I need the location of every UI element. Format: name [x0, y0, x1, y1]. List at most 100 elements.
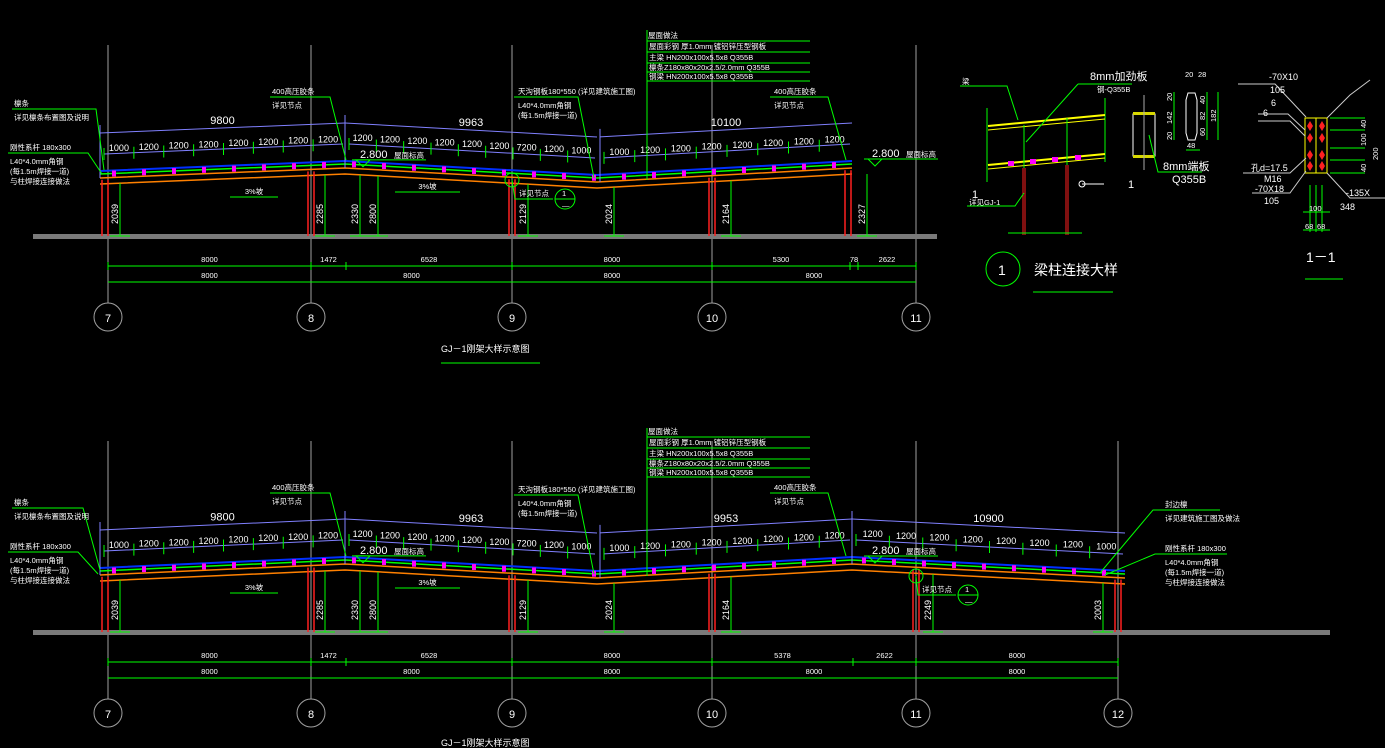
dimension-label: 1472	[320, 651, 337, 660]
span-dimension-label: 10100	[711, 117, 742, 129]
callout-text: 天沟钢板180*550 (详见建筑施工图)	[518, 86, 636, 96]
bolt-icon	[1075, 155, 1081, 160]
purlin-spacing-label: 1200	[407, 136, 427, 146]
plate-dim: 40	[1198, 96, 1207, 104]
callout-text: (每1.5m焊接一道)	[10, 565, 70, 575]
detail-label-beam: 梁	[962, 77, 970, 86]
purlin-icon	[142, 566, 146, 573]
purlin-icon	[922, 560, 926, 567]
grid-axis-label: 10	[706, 313, 718, 325]
grid-axis-label: 7	[105, 313, 111, 325]
callout-text: 与柱焊接连接做法	[10, 575, 70, 585]
callout-text: 与柱焊接连接做法	[1165, 577, 1225, 587]
plate-dim: 28	[1198, 70, 1206, 79]
span-dimension-line	[599, 518, 853, 534]
bolt-dim: 200	[1371, 147, 1380, 160]
purlin-icon	[442, 166, 446, 173]
grid-axis-label: 8	[308, 709, 314, 721]
column-height-label: 2039	[110, 600, 120, 620]
detail-ref-sheet: —	[562, 201, 570, 210]
callout-text: 封边檩	[1165, 499, 1188, 509]
purlin-icon	[1102, 569, 1106, 576]
slope-label: 3%坡	[245, 186, 264, 196]
bolt-icon	[1052, 157, 1058, 162]
purlin-icon	[322, 161, 326, 168]
ground-line	[33, 234, 937, 239]
grid-axis-bubble	[697, 302, 727, 332]
grid-axis-bubble	[296, 698, 326, 728]
span-dimension-line	[99, 518, 346, 531]
purlin-spacing-label: 1000	[609, 543, 629, 553]
grid-axis-label: 8	[308, 313, 314, 325]
dimension-label: 1472	[320, 255, 337, 264]
callout-text: L40*4.0mm角钢	[10, 555, 63, 565]
purlin-icon	[442, 562, 446, 569]
purlin-line	[99, 559, 1126, 575]
callout-text: 檩条	[14, 98, 29, 108]
dimension-label: 6528	[421, 255, 438, 264]
purlin-spacing-label: 1200	[671, 143, 691, 153]
purlin-icon	[832, 558, 836, 565]
purlin-spacing-label: 1200	[825, 135, 845, 145]
ridge-elevation-value: 2.800	[872, 148, 900, 160]
column-height-label: 2285	[315, 204, 325, 224]
purlin-icon	[742, 167, 746, 174]
ridge-elevation-label: 屋面标高	[906, 546, 936, 556]
purlin-icon	[352, 161, 356, 168]
bolt-label: 348	[1340, 202, 1355, 212]
grid-axis-bubble	[93, 302, 123, 332]
purlin-icon	[562, 569, 566, 576]
callout-text: 天沟钢板180*550 (详见建筑施工图)	[518, 484, 636, 494]
purlin-icon	[742, 563, 746, 570]
column-height-label: 2024	[604, 204, 614, 224]
grid-axis-label: 12	[1112, 709, 1124, 721]
dimension-label: 8000	[604, 651, 621, 660]
dimension-label: 8000	[806, 271, 823, 280]
callout-leader	[8, 152, 103, 175]
detail-ref-number: 1	[562, 189, 566, 198]
callout-leader	[1104, 553, 1227, 576]
column-height-label: 2129	[518, 600, 528, 620]
bolt-label: 105	[1264, 196, 1279, 206]
ridge-elevation-value: 2.800	[360, 149, 388, 161]
purlin-spacing-label: 1200	[1063, 540, 1083, 550]
detail-ref-number: 1	[965, 585, 969, 594]
ridge-elevation-value: 2.800	[360, 545, 388, 557]
span-dimension-label: 10900	[973, 513, 1004, 525]
purlin-spacing-label: 1000	[609, 147, 629, 157]
purlin-spacing-label: 1200	[732, 140, 752, 150]
callout-leader	[1099, 509, 1220, 574]
beam-column-connection-detail: 梁 8mm加劲板 钢-Q355B 1 详见GJ-1 1 8mm	[960, 69, 1385, 293]
elevation-marker-icon	[354, 159, 372, 168]
purlin-spacing-label: 1000	[109, 540, 129, 550]
callout-text: 详见建筑施工图及做法	[1165, 513, 1240, 523]
purlin-icon	[772, 165, 776, 172]
bolt-label: 68	[1305, 222, 1313, 231]
grid-axis-label: 11	[910, 313, 921, 325]
purlin-spacing-label: 1200	[671, 539, 691, 549]
purlin-spacing-label: 1200	[318, 134, 338, 144]
dimension-label: 8000	[403, 667, 420, 676]
grid-axis-label: 11	[910, 709, 921, 721]
dimension-label: 8000	[201, 651, 218, 660]
callout-text: 刚性系杆 180x300	[10, 541, 71, 551]
purlin-line	[99, 163, 853, 179]
grid-axis-label: 10	[706, 709, 718, 721]
grid-axis-bubble	[901, 302, 931, 332]
purlin-icon	[292, 559, 296, 566]
detail-ref-label: 详见节点	[519, 188, 549, 198]
elevation-marker-icon	[866, 158, 884, 167]
purlin-icon	[142, 169, 146, 176]
bolt-label: 6	[1263, 108, 1268, 118]
column-height-label: 2129	[518, 204, 528, 224]
detail-label-stiffener: 8mm加劲板	[1090, 69, 1147, 83]
legend-line: 檩条Z180x80x20x2.5/2.0mm Q355B	[649, 458, 770, 468]
detail-label-end-plate: 8mm端板	[1163, 159, 1209, 173]
detail-ref-number: 1	[972, 189, 978, 201]
purlin-icon	[412, 560, 416, 567]
purlin-spacing-label: 1000	[571, 145, 591, 155]
span-dimension-label: 9800	[210, 115, 234, 127]
span-dimension-line	[851, 518, 1126, 534]
purlin-spacing-label: 1200	[228, 138, 248, 148]
